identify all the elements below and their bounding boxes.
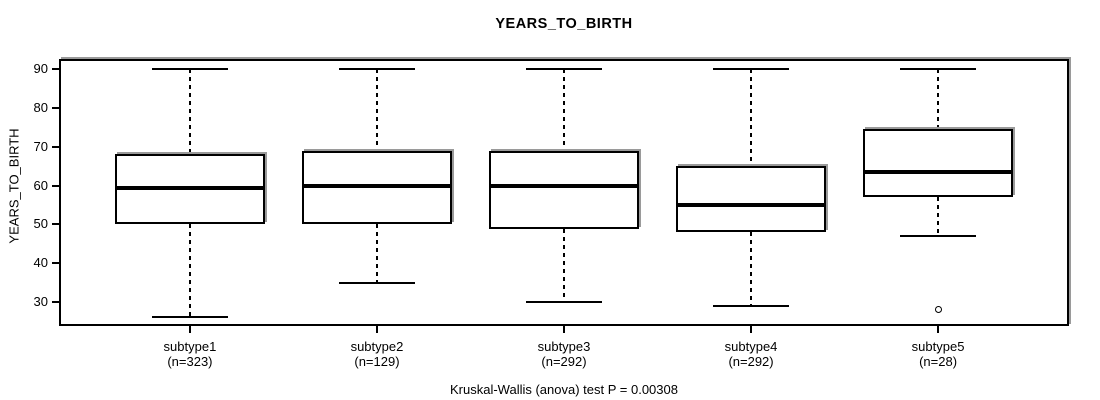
- category-sample-size: (n=292): [728, 354, 774, 369]
- x-axis-category-label: subtype3 (n=292): [484, 339, 644, 369]
- median-line: [489, 183, 639, 188]
- y-axis-tick-label: 80: [33, 99, 48, 115]
- upper-whisker-cap: [713, 68, 790, 71]
- category-name: subtype5: [911, 339, 965, 354]
- category-name: subtype3: [537, 339, 591, 354]
- lower-whisker-line: [937, 197, 940, 236]
- lower-whisker-cap: [338, 281, 415, 284]
- outlier-point: [934, 306, 942, 314]
- category-name: subtype1: [163, 339, 217, 354]
- y-axis-tick-label: 60: [33, 177, 48, 193]
- y-axis-tick-label: 40: [33, 255, 48, 271]
- y-axis-tick: [52, 223, 59, 226]
- x-axis-category-label: subtype5 (n=28): [858, 339, 1018, 369]
- x-axis-tick: [188, 326, 191, 333]
- upper-whisker-cap: [526, 68, 602, 71]
- y-axis-tick: [52, 300, 59, 303]
- category-sample-size: (n=28): [919, 354, 958, 369]
- lower-whisker-cap: [900, 234, 977, 237]
- median-line: [114, 186, 265, 191]
- y-axis-tick: [52, 106, 59, 109]
- iqr-box: [863, 129, 1014, 198]
- iqr-box: [489, 150, 639, 229]
- x-axis-category-label: subtype4 (n=292): [671, 339, 831, 369]
- y-axis-tick: [52, 262, 59, 265]
- upper-whisker-cap: [151, 68, 228, 71]
- upper-whisker-line: [188, 69, 191, 155]
- x-axis-tick: [750, 326, 753, 333]
- upper-whisker-cap: [338, 68, 415, 71]
- chart-title: YEARS_TO_BIRTH: [495, 16, 633, 32]
- category-sample-size: (n=292): [541, 354, 587, 369]
- lower-whisker-cap: [713, 304, 790, 307]
- lower-whisker-cap: [526, 300, 602, 303]
- lower-whisker-line: [563, 228, 565, 302]
- category-sample-size: (n=323): [167, 354, 213, 369]
- category-sample-size: (n=129): [354, 354, 400, 369]
- lower-whisker-line: [375, 224, 378, 283]
- y-axis-tick-label: 70: [33, 138, 48, 154]
- upper-whisker-line: [937, 69, 940, 130]
- category-name: subtype2: [350, 339, 404, 354]
- iqr-box: [676, 166, 827, 233]
- lower-whisker-cap: [151, 316, 228, 319]
- upper-whisker-cap: [900, 68, 977, 71]
- statistical-test-annotation: Kruskal-Wallis (anova) test P = 0.00308: [450, 382, 678, 397]
- median-line: [863, 169, 1014, 174]
- y-axis-tick: [52, 145, 59, 148]
- y-axis-tick: [52, 68, 59, 71]
- lower-whisker-line: [750, 232, 753, 306]
- category-name: subtype4: [724, 339, 778, 354]
- upper-whisker-line: [750, 69, 753, 167]
- upper-whisker-line: [375, 69, 378, 151]
- x-axis-tick: [937, 326, 940, 333]
- median-line: [301, 183, 452, 188]
- lower-whisker-line: [188, 224, 191, 318]
- y-axis-tick-label: 30: [33, 293, 48, 309]
- x-axis-category-label: subtype1 (n=323): [110, 339, 270, 369]
- y-axis-tick: [52, 184, 59, 187]
- x-axis-tick: [375, 326, 378, 333]
- y-axis-tick-label: 50: [33, 216, 48, 232]
- x-axis-tick: [563, 326, 565, 333]
- x-axis-category-label: subtype2 (n=129): [297, 339, 457, 369]
- median-line: [676, 202, 827, 207]
- upper-whisker-line: [563, 69, 565, 151]
- y-axis-tick-label: 90: [33, 61, 48, 77]
